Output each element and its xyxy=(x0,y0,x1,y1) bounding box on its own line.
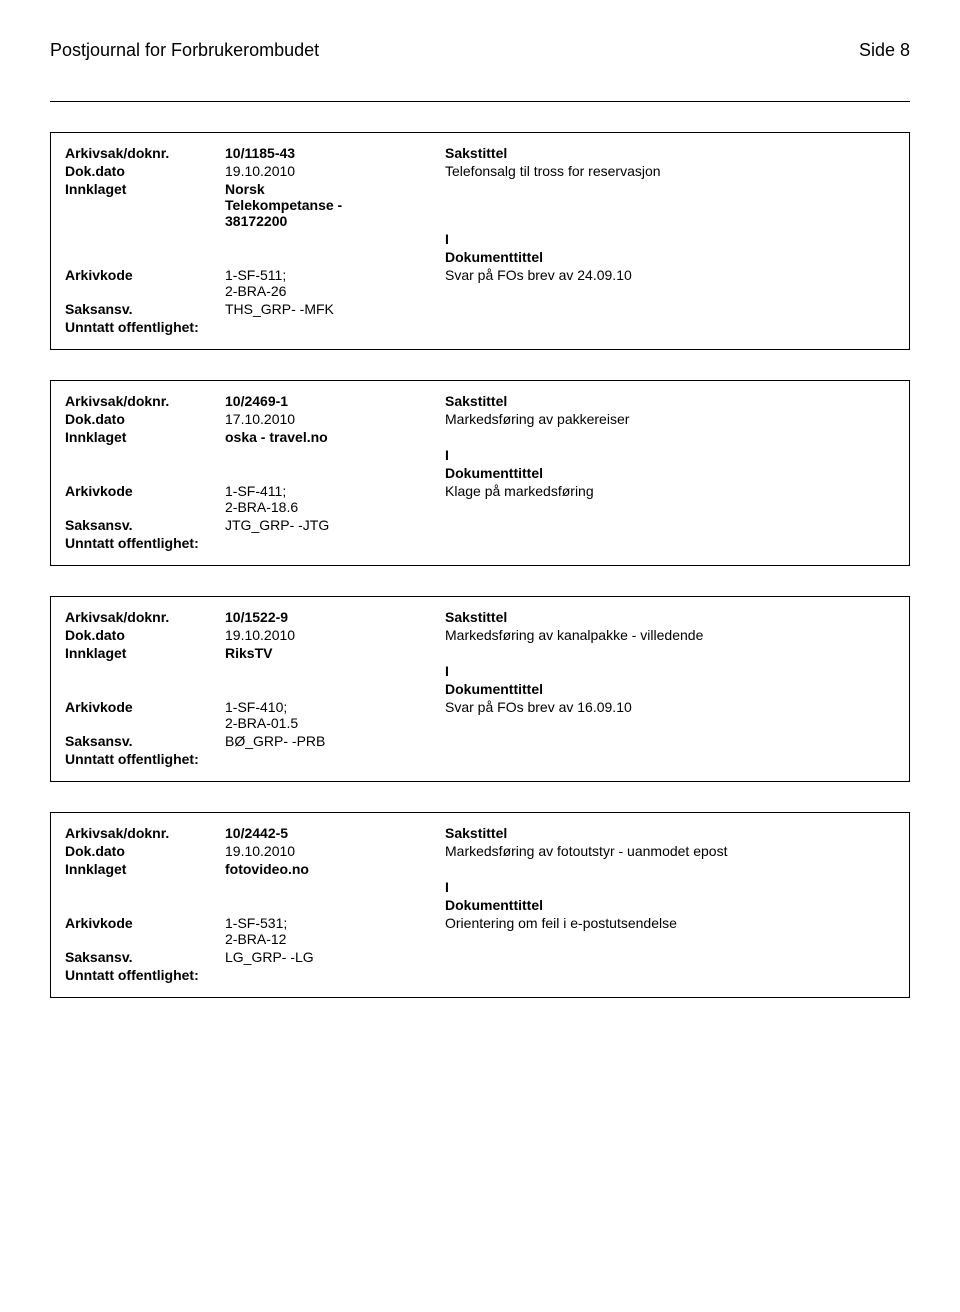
saksansv-label: Saksansv. xyxy=(65,301,225,317)
dokdato-value: 19.10.2010 xyxy=(225,163,445,179)
sakstittel-label: Sakstittel xyxy=(445,145,895,161)
saksansv-label: Saksansv. xyxy=(65,733,225,749)
innklaget-value: fotovideo.no xyxy=(225,861,445,877)
io-label: I xyxy=(445,663,895,679)
innklaget-value: oska - travel.no xyxy=(225,429,445,445)
unntatt-label: Unntatt offentlighet: xyxy=(65,751,199,767)
sakstittel-value: Markedsføring av fotoutstyr - uanmodet e… xyxy=(445,843,895,859)
unntatt-label: Unntatt offentlighet: xyxy=(65,535,199,551)
innklaget-label: Innklaget xyxy=(65,181,225,197)
arkivkode-label: Arkivkode xyxy=(65,915,225,931)
sakstittel-label: Sakstittel xyxy=(445,609,895,625)
innklaget-label: Innklaget xyxy=(65,861,225,877)
journal-record: Arkivsak/doknr. 10/1522-9 Sakstittel Dok… xyxy=(50,596,910,782)
journal-record: Arkivsak/doknr. 10/2442-5 Sakstittel Dok… xyxy=(50,812,910,998)
arkivkode-label: Arkivkode xyxy=(65,483,225,499)
innklaget-label: Innklaget xyxy=(65,429,225,445)
arkivsak-label: Arkivsak/doknr. xyxy=(65,145,225,161)
arkivkode-value: 1-SF-531; 2-BRA-12 xyxy=(225,915,445,947)
innklaget-value: Norsk Telekompetanse - 38172200 xyxy=(225,181,445,229)
dokdato-label: Dok.dato xyxy=(65,163,225,179)
dokumenttittel-value: Klage på markedsføring xyxy=(445,483,895,499)
dokdato-label: Dok.dato xyxy=(65,843,225,859)
saksansv-label: Saksansv. xyxy=(65,949,225,965)
io-label: I xyxy=(445,447,895,463)
journal-record: Arkivsak/doknr. 10/2469-1 Sakstittel Dok… xyxy=(50,380,910,566)
dokumenttittel-label: Dokumenttittel xyxy=(445,249,895,265)
saksansv-value: BØ_GRP- -PRB xyxy=(225,733,445,749)
sakstittel-label: Sakstittel xyxy=(445,393,895,409)
sakstittel-label: Sakstittel xyxy=(445,825,895,841)
innklaget-value: RiksTV xyxy=(225,645,445,661)
arkivsak-value: 10/1185-43 xyxy=(225,145,445,161)
unntatt-label: Unntatt offentlighet: xyxy=(65,319,199,335)
arkivkode-value: 1-SF-411; 2-BRA-18.6 xyxy=(225,483,445,515)
sakstittel-value: Markedsføring av kanalpakke - villedende xyxy=(445,627,895,643)
arkivsak-value: 10/1522-9 xyxy=(225,609,445,625)
saksansv-value: JTG_GRP- -JTG xyxy=(225,517,445,533)
arkivkode-label: Arkivkode xyxy=(65,699,225,715)
saksansv-value: LG_GRP- -LG xyxy=(225,949,445,965)
dokdato-label: Dok.dato xyxy=(65,627,225,643)
header-divider xyxy=(50,101,910,102)
page-number: Side 8 xyxy=(859,40,910,61)
arkivkode-label: Arkivkode xyxy=(65,267,225,283)
dokumenttittel-label: Dokumenttittel xyxy=(445,897,895,913)
dokdato-label: Dok.dato xyxy=(65,411,225,427)
dokumenttittel-label: Dokumenttittel xyxy=(445,681,895,697)
saksansv-label: Saksansv. xyxy=(65,517,225,533)
io-label: I xyxy=(445,231,895,247)
arkivkode-value: 1-SF-511; 2-BRA-26 xyxy=(225,267,445,299)
saksansv-value: THS_GRP- -MFK xyxy=(225,301,445,317)
sakstittel-value: Markedsføring av pakkereiser xyxy=(445,411,895,427)
page-title: Postjournal for Forbrukerombudet xyxy=(50,40,319,61)
dokumenttittel-label: Dokumenttittel xyxy=(445,465,895,481)
arkivkode-value: 1-SF-410; 2-BRA-01.5 xyxy=(225,699,445,731)
io-label: I xyxy=(445,879,895,895)
dokdato-value: 17.10.2010 xyxy=(225,411,445,427)
arkivsak-label: Arkivsak/doknr. xyxy=(65,393,225,409)
journal-record: Arkivsak/doknr. 10/1185-43 Sakstittel Do… xyxy=(50,132,910,350)
dokumenttittel-value: Svar på FOs brev av 16.09.10 xyxy=(445,699,895,715)
innklaget-label: Innklaget xyxy=(65,645,225,661)
dokumenttittel-value: Svar på FOs brev av 24.09.10 xyxy=(445,267,895,283)
arkivsak-value: 10/2469-1 xyxy=(225,393,445,409)
page-header: Postjournal for Forbrukerombudet Side 8 xyxy=(50,40,910,61)
dokdato-value: 19.10.2010 xyxy=(225,843,445,859)
sakstittel-value: Telefonsalg til tross for reservasjon xyxy=(445,163,895,179)
unntatt-label: Unntatt offentlighet: xyxy=(65,967,199,983)
arkivsak-value: 10/2442-5 xyxy=(225,825,445,841)
dokumenttittel-value: Orientering om feil i e-postutsendelse xyxy=(445,915,895,931)
arkivsak-label: Arkivsak/doknr. xyxy=(65,825,225,841)
arkivsak-label: Arkivsak/doknr. xyxy=(65,609,225,625)
dokdato-value: 19.10.2010 xyxy=(225,627,445,643)
